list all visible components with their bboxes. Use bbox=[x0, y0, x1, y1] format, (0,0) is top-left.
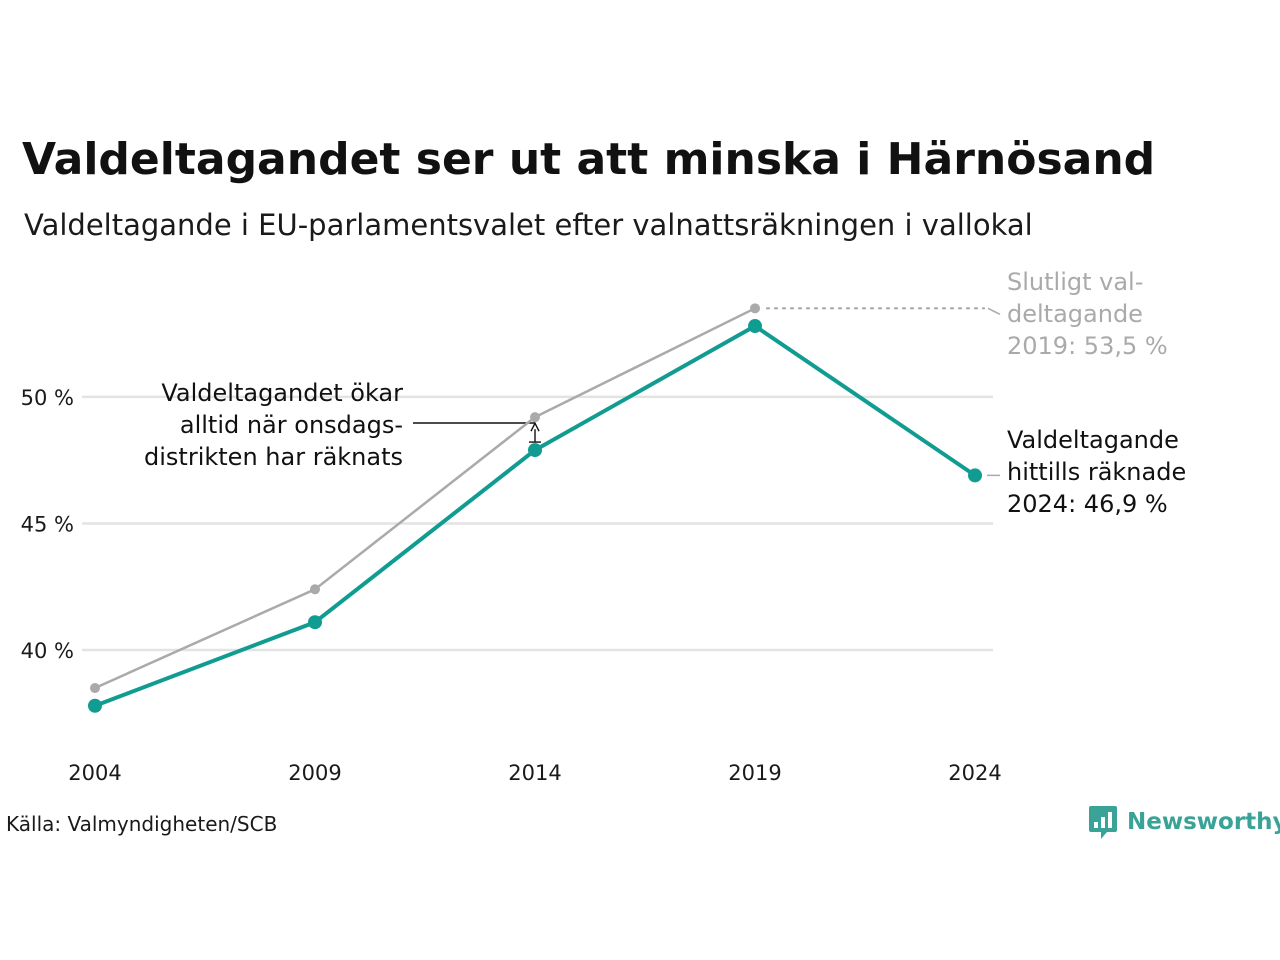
chart-title: Valdeltagandet ser ut att minska i Härnö… bbox=[22, 134, 1156, 185]
data-point-final bbox=[310, 584, 320, 595]
annotation-line: deltagande bbox=[1007, 300, 1143, 328]
annotation-counted_2024: Valdeltagande hittills räknade 2024: 46,9 … bbox=[1007, 426, 1186, 518]
annotation-line: distrikten har räknats bbox=[144, 443, 403, 471]
annotation-line: Valdeltagande bbox=[1007, 426, 1179, 454]
y-tick-label: 50 % bbox=[21, 386, 74, 410]
data-point-final bbox=[750, 303, 760, 314]
series-line-final bbox=[93, 307, 757, 690]
annotation-line: 2019: 53,5 % bbox=[1007, 332, 1168, 360]
data-point-final bbox=[90, 683, 100, 694]
brand-logo: Newsworthy bbox=[1088, 802, 1280, 842]
x-tick-label: 2009 bbox=[288, 761, 341, 785]
data-point-election_night bbox=[88, 698, 102, 713]
annotation-line: Valdeltagandet ökar bbox=[161, 379, 403, 407]
data-point-election_night bbox=[528, 443, 542, 458]
y-tick-label: 45 % bbox=[21, 512, 74, 536]
data-point-election_night bbox=[968, 468, 982, 483]
newsworthy-logo-icon bbox=[1089, 806, 1117, 839]
source-note: Källa: Valmyndigheten/SCB bbox=[6, 812, 278, 836]
brand-name: Newsworthy bbox=[1127, 809, 1280, 835]
data-point-election_night bbox=[748, 319, 762, 334]
annotations: Slutligt val-deltagande 2019: 53,5 % Valde… bbox=[144, 268, 1186, 518]
y-tick-label: 40 % bbox=[21, 639, 74, 663]
annotation-line: 2024: 46,9 % bbox=[1007, 490, 1168, 518]
annotation-note_2014: Valdeltagandet ökar alltid när onsdags-di… bbox=[144, 379, 403, 471]
x-tick-label: 2004 bbox=[68, 761, 121, 785]
axis-labels: 40 % 45 % 50 % 2004 2009 2014 2019 2024 bbox=[21, 386, 1002, 785]
x-tick-label: 2014 bbox=[508, 761, 561, 785]
annotation-line: hittills räknade bbox=[1007, 458, 1186, 486]
annotation-leaders bbox=[413, 307, 1001, 477]
x-tick-label: 2019 bbox=[728, 761, 781, 785]
annotation-line: Slutligt val- bbox=[1007, 268, 1143, 296]
annotation-line: alltid när onsdags- bbox=[180, 411, 403, 439]
data-point-final bbox=[530, 412, 540, 423]
series bbox=[88, 303, 982, 713]
data-point-election_night bbox=[308, 615, 322, 630]
chart-subtitle: Valdeltagande i EU-parlamentsvalet efter… bbox=[24, 208, 1033, 242]
gridlines bbox=[82, 395, 993, 652]
annotation-final_2019: Slutligt val-deltagande 2019: 53,5 % bbox=[1007, 268, 1168, 360]
leader-tick-final-2019 bbox=[987, 307, 1001, 315]
x-tick-label: 2024 bbox=[948, 761, 1001, 785]
